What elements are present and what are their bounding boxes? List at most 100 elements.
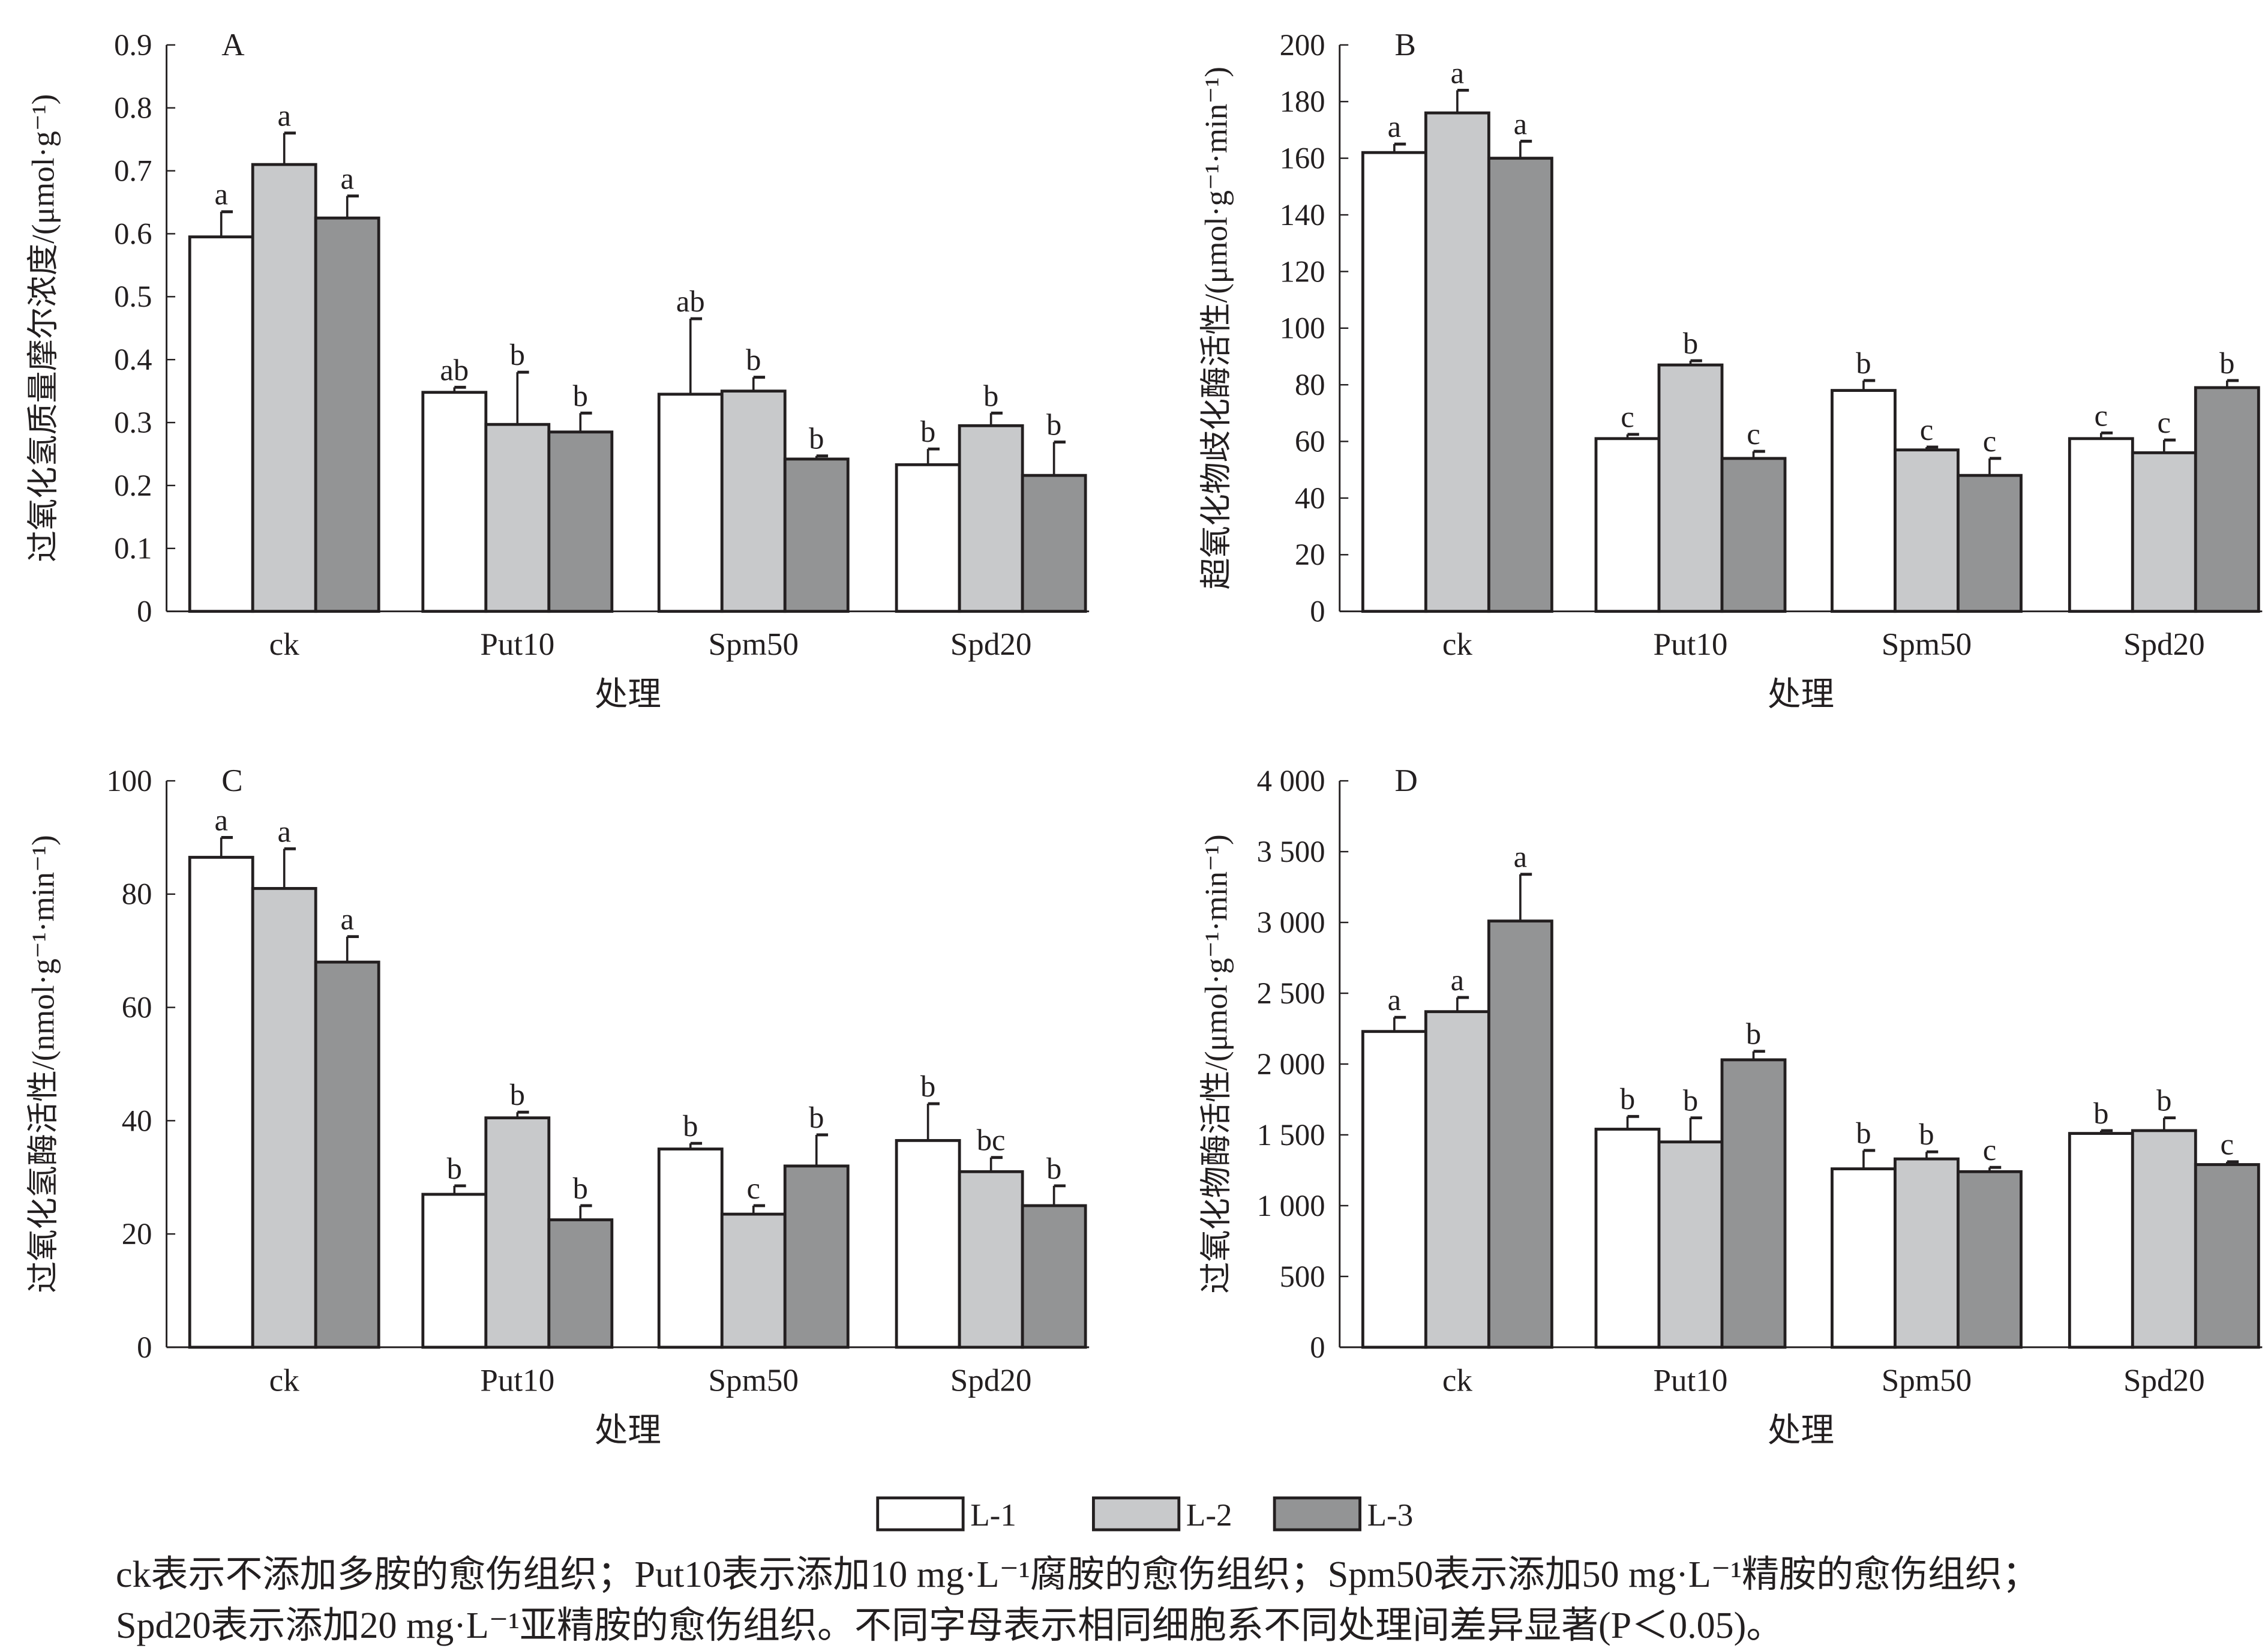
bar-l-3-ck (1487, 157, 1553, 613)
significance-letter: c (1920, 413, 1933, 447)
bar-l-3-ck (1487, 919, 1553, 1349)
significance-letter: a (1514, 840, 1528, 874)
bar-l-3-ck (314, 960, 380, 1349)
significance-letter: b (1746, 1017, 1761, 1051)
y-tick-label: 40 (122, 1104, 152, 1137)
bar-l-2-spd20 (2131, 451, 2197, 613)
y-tick-label: 200 (1280, 28, 1325, 62)
panel-label: B (1394, 28, 1415, 62)
panel-label: C (221, 763, 242, 798)
y-axis-label: 超氧化物歧化酶活性/(μmol·g⁻¹·min⁻¹) (1199, 67, 1234, 589)
bar-l-2-ck (251, 886, 317, 1349)
x-tick-label: Put10 (1654, 1363, 1728, 1398)
significance-letter: bc (977, 1123, 1006, 1157)
y-tick-label: 3 500 (1257, 835, 1325, 868)
x-tick-label: Put10 (480, 1363, 554, 1398)
y-tick-label: 20 (122, 1217, 152, 1251)
bar-l-1-spd20 (895, 1138, 961, 1349)
significance-letter: b (1046, 408, 1061, 442)
bar-l-2-put10 (1657, 1140, 1724, 1349)
y-tick-label: 60 (1295, 424, 1325, 458)
significance-letter: a (277, 814, 291, 848)
y-tick-label: 0.4 (114, 343, 152, 376)
bar-l-3-spd20 (1021, 474, 1087, 613)
significance-letter: b (447, 1152, 462, 1185)
y-tick-label: 1 500 (1257, 1118, 1325, 1152)
y-tick-label: 20 (1295, 538, 1325, 571)
bar-l-2-spm50 (1894, 448, 1960, 613)
significance-letter: b (920, 415, 935, 448)
chart-panel-a: 0 0.1 0.2 0.3 0.4 0.5 0.6 0.7 0.8 0.9 A 过氧化氢质量摩尔浓度/… (26, 28, 1090, 714)
bar-l-1-put10 (1594, 1128, 1661, 1349)
significance-letter: b (1683, 1084, 1698, 1117)
legend-swatch-l-2 (1092, 1496, 1181, 1532)
bar-l-3-put10 (1720, 457, 1787, 613)
bar-l-2-put10 (1657, 363, 1724, 613)
bar-l-1-put10 (1594, 437, 1661, 613)
significance-letter: c (2158, 406, 2171, 439)
bar-l-3-ck (314, 216, 380, 613)
significance-letter: b (683, 1109, 698, 1143)
significance-letter: ab (676, 284, 705, 318)
significance-letter: b (1620, 1082, 1635, 1116)
y-tick-label: 160 (1280, 142, 1325, 175)
y-tick-label: 0.1 (114, 532, 152, 565)
significance-letter: b (510, 338, 525, 371)
bar-l-1-ck (188, 235, 254, 613)
bar-l-1-put10 (421, 391, 488, 613)
y-tick-label: 100 (1280, 311, 1325, 345)
bar-l-1-ck (1361, 151, 1427, 613)
bar-l-2-put10 (484, 1116, 551, 1349)
legend-swatch-l-3 (1273, 1496, 1361, 1532)
bar-l-2-spd20 (958, 1170, 1024, 1349)
x-tick-label: Spm50 (709, 627, 799, 662)
legend: L-1 L-2 L-3 (876, 1496, 1413, 1533)
bar-l-1-spm50 (657, 392, 724, 613)
y-tick-label: 0 (137, 595, 152, 628)
y-tick-label: 180 (1280, 85, 1325, 118)
panel-label: D (1394, 763, 1417, 798)
bar-l-1-spd20 (2068, 1132, 2134, 1349)
bar-l-3-spd20 (2194, 386, 2260, 613)
y-tick-label: 0 (1310, 595, 1325, 628)
y-axis-label: 过氧化物酶活性/(μmol·g⁻¹·min⁻¹) (1199, 834, 1234, 1293)
significance-letter: c (2221, 1128, 2234, 1161)
x-axis-label: 处理 (595, 1413, 661, 1449)
significance-letter: a (214, 803, 228, 837)
bar-l-1-spd20 (895, 463, 961, 613)
significance-letter: a (1388, 983, 1402, 1017)
bar-l-2-spd20 (958, 424, 1024, 613)
bar-l-2-spm50 (1894, 1157, 1960, 1349)
x-tick-label: Spm50 (709, 1363, 799, 1398)
y-tick-label: 2 000 (1257, 1047, 1325, 1081)
legend-label: L-1 (970, 1498, 1016, 1533)
bar-l-2-spm50 (720, 1212, 787, 1349)
significance-letter: a (1514, 107, 1528, 140)
x-axis-label: 处理 (1768, 1413, 1834, 1449)
significance-letter: b (1856, 1116, 1871, 1150)
x-tick-label: ck (1442, 1363, 1473, 1398)
y-tick-label: 120 (1280, 254, 1325, 288)
bar-l-1-ck (1361, 1030, 1427, 1349)
x-tick-label: Spd20 (950, 1363, 1032, 1398)
y-tick-label: 0.7 (114, 154, 152, 188)
bar-l-1-spm50 (657, 1147, 724, 1349)
significance-letter: b (1856, 346, 1871, 380)
significance-letter: a (1388, 110, 1402, 143)
x-tick-label: Spd20 (2123, 627, 2205, 662)
significance-letter: a (1451, 963, 1465, 997)
y-tick-label: 0 (137, 1331, 152, 1364)
significance-letter: c (747, 1171, 761, 1205)
y-tick-label: 0.3 (114, 406, 152, 439)
bar-l-2-spd20 (2131, 1129, 2197, 1349)
x-axis-label: 处理 (595, 677, 661, 714)
caption-line-2: Spd20表示添加20 mg·L⁻¹亚精胺的愈伤组织。不同字母表示相同细胞系不同… (116, 1605, 1784, 1646)
significance-letter: c (1747, 417, 1760, 451)
y-axis-label: 过氧化氢酶活性/(nmol·g⁻¹·min⁻¹) (26, 835, 61, 1293)
y-tick-label: 80 (122, 877, 152, 911)
chart-panel-b: 0 20 40 60 80 100 120 140 160 180 200 B 超氧化物歧化酶活性/(μ… (1199, 28, 2263, 714)
x-tick-label: Spd20 (2123, 1363, 2205, 1398)
x-axis-label: 处理 (1768, 677, 1834, 714)
significance-letter: b (573, 1171, 588, 1205)
